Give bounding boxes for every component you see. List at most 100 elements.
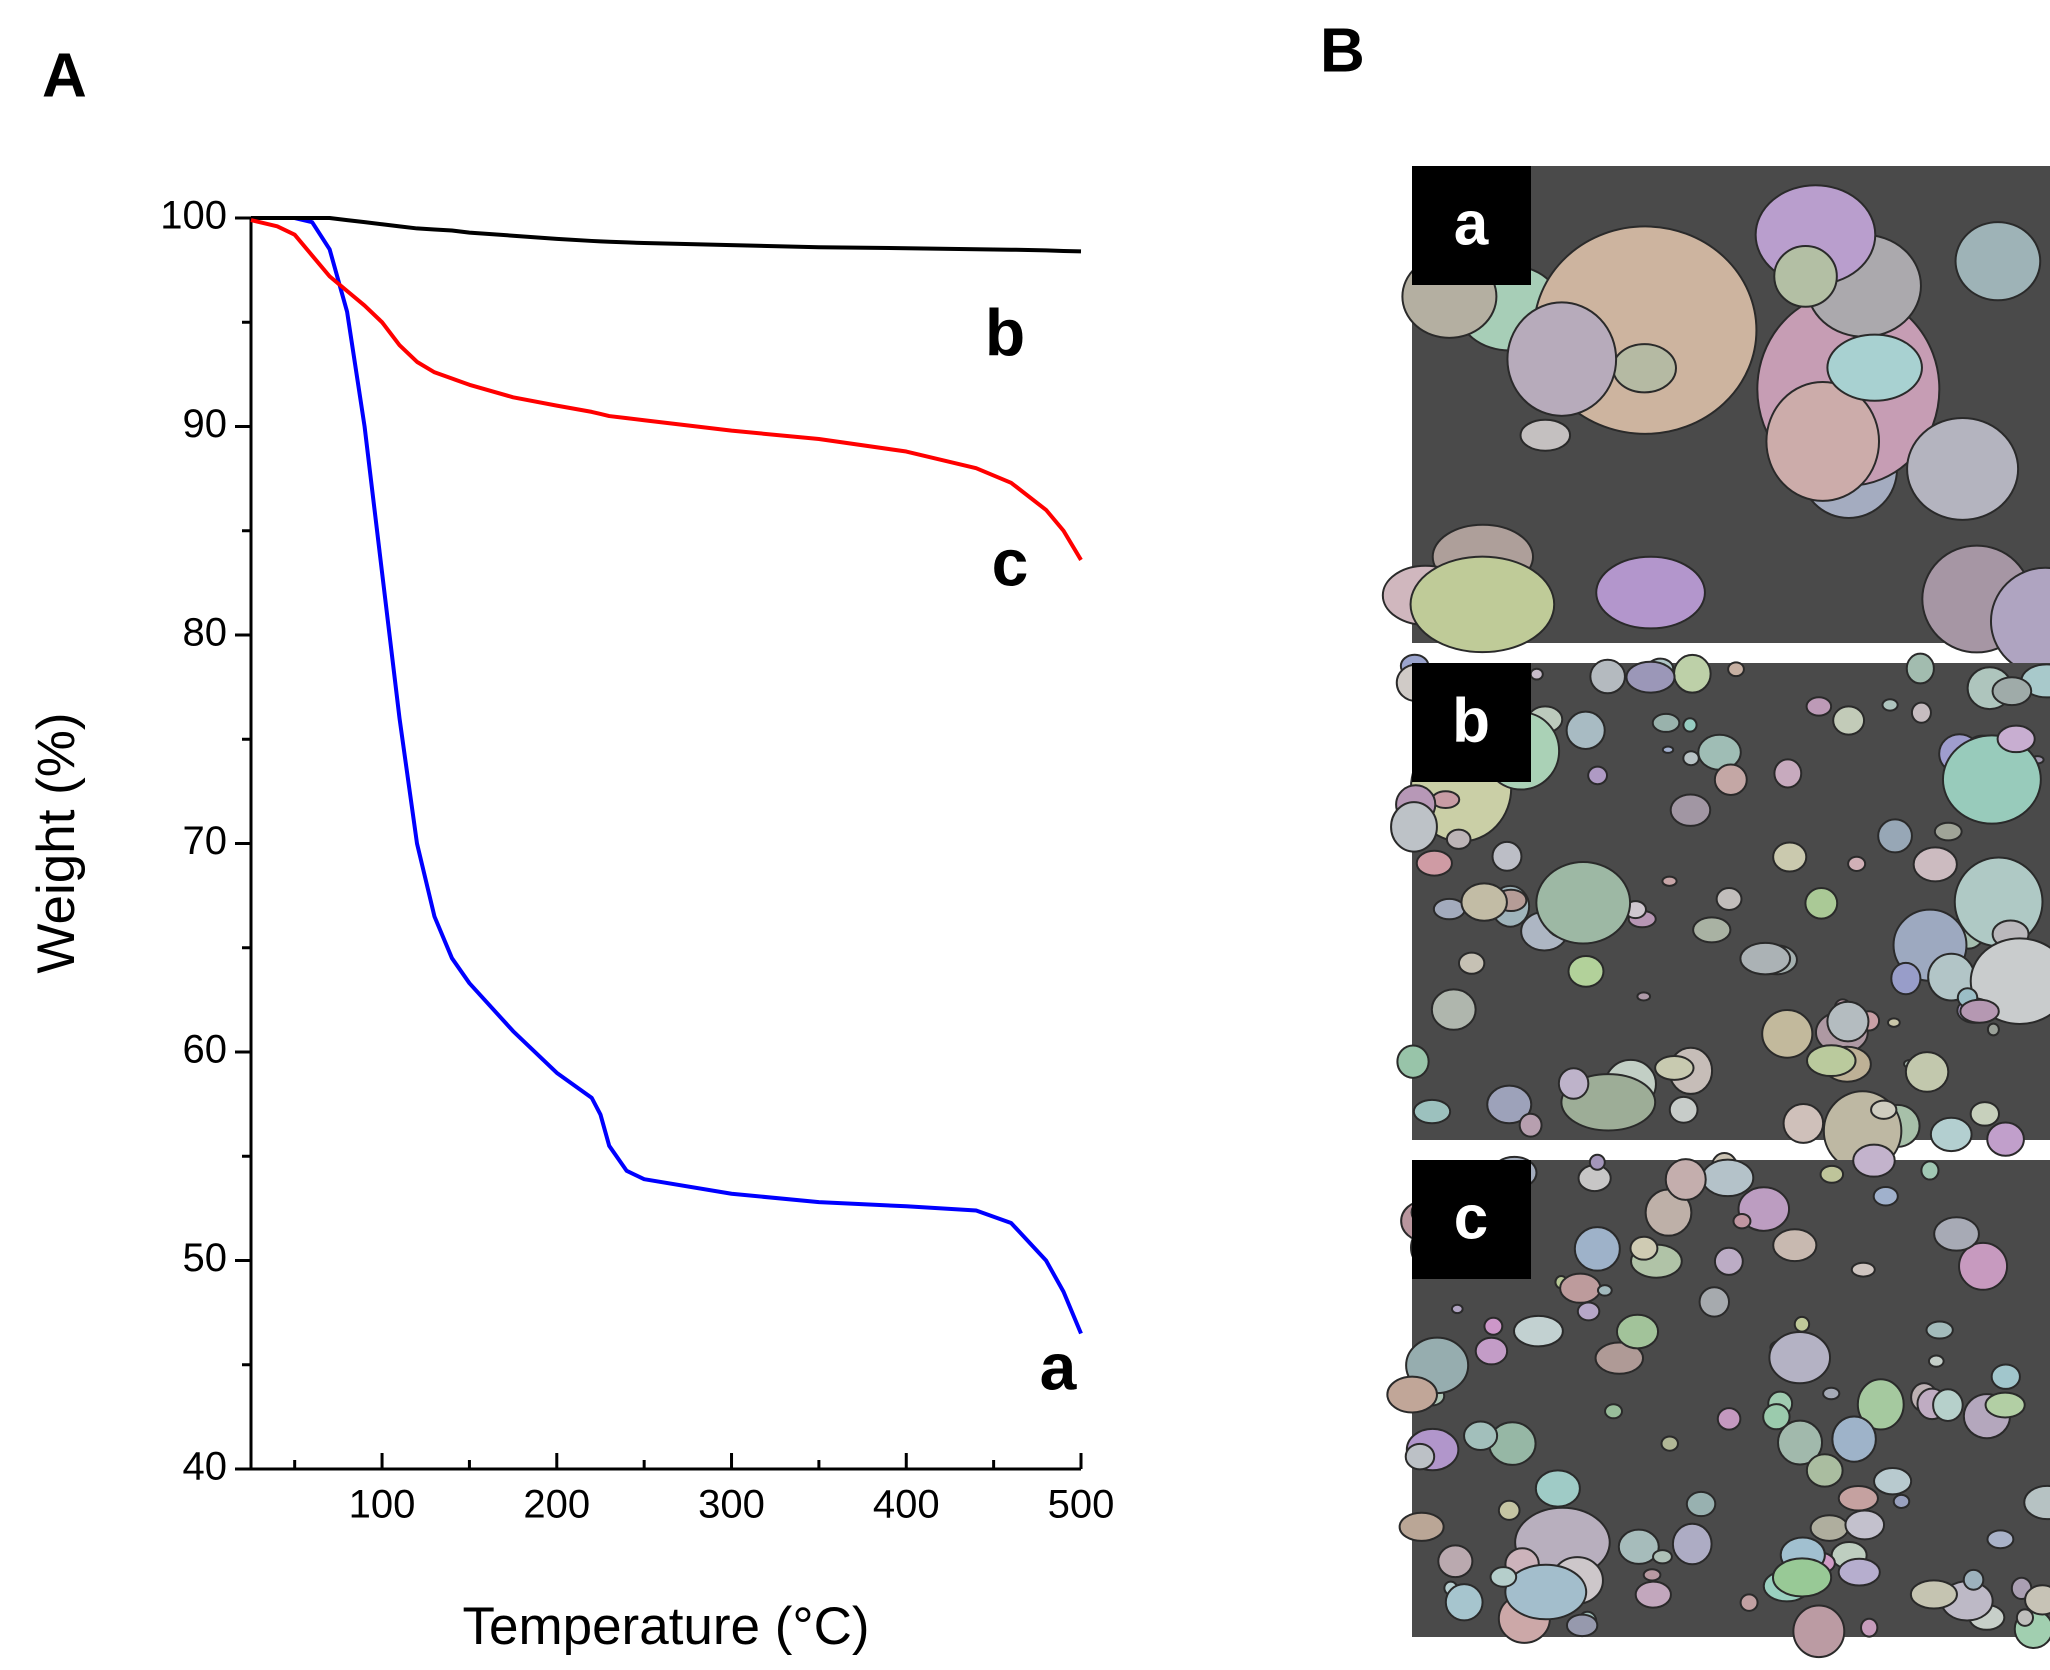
particle: [1777, 1419, 1824, 1466]
particle: [1565, 1613, 1599, 1638]
particle: [1504, 1563, 1588, 1621]
particle: [1682, 717, 1698, 733]
particle: [1831, 1415, 1877, 1463]
particle: [1512, 1314, 1564, 1348]
particle: [1877, 818, 1913, 854]
particle: [1990, 1363, 2021, 1390]
particle: [1483, 1316, 1504, 1336]
particle: [1925, 1320, 1954, 1340]
x-tick-label: 300: [698, 1483, 765, 1527]
particle: [1588, 1153, 1606, 1171]
particle: [1986, 1529, 2015, 1550]
particle: [1596, 1284, 1613, 1297]
particle: [1589, 658, 1626, 695]
particle: [1941, 734, 2042, 825]
particle: [1576, 1301, 1601, 1322]
particle: [1450, 1303, 1464, 1315]
particle: [1881, 698, 1899, 712]
particle: [1491, 840, 1523, 872]
particle: [1933, 1216, 1980, 1252]
particle: [1651, 712, 1681, 733]
particle: [1685, 1490, 1717, 1518]
particle: [1906, 417, 2020, 521]
curve-label: b: [985, 295, 1025, 369]
particle: [1654, 1055, 1695, 1081]
particle: [1873, 1467, 1913, 1496]
micrograph-label: b: [1452, 686, 1490, 755]
y-tick-label: 70: [183, 819, 228, 863]
particle: [1671, 1522, 1713, 1566]
particle: [1826, 1000, 1870, 1043]
particle: [1415, 849, 1453, 877]
particle: [1920, 1160, 1940, 1181]
particle: [1927, 1354, 1945, 1368]
particle: [1587, 765, 1609, 786]
particle: [1986, 1121, 2025, 1157]
particle: [1669, 793, 1712, 827]
particle: [1692, 916, 1732, 944]
particle: [1534, 1469, 1581, 1508]
particle: [1565, 710, 1606, 750]
micrograph-label-box: [1412, 663, 1531, 782]
particle: [1793, 1315, 1811, 1333]
particle: [1832, 705, 1866, 736]
particle: [1887, 1017, 1901, 1028]
y-tick-label: 50: [183, 1236, 228, 1280]
particle: [2015, 1608, 2035, 1627]
line-series: [251, 216, 1082, 254]
particle: [1762, 1403, 1791, 1431]
particle: [1782, 1102, 1825, 1144]
particle: [1984, 1391, 2026, 1419]
line-series: [251, 216, 1083, 1335]
particle: [1567, 955, 1605, 988]
particle: [1870, 1099, 1898, 1120]
particle: [1629, 1235, 1659, 1261]
particle: [1844, 1509, 1886, 1541]
particle: [1773, 758, 1803, 789]
particle: [2023, 1484, 2050, 1521]
particle: [1486, 1084, 1533, 1125]
particle: [1612, 343, 1677, 394]
particle: [1660, 1435, 1679, 1452]
x-tick-label: 200: [523, 1483, 590, 1527]
particle: [1617, 1528, 1660, 1565]
particle: [1837, 1485, 1879, 1512]
micrograph-label: c: [1454, 1183, 1488, 1252]
particle: [1773, 244, 1838, 308]
particle: [1792, 1604, 1846, 1659]
particle: [1437, 1544, 1474, 1579]
particle: [1954, 221, 2042, 302]
line-series: [250, 218, 1083, 561]
particle: [1958, 1241, 2009, 1291]
particle: [1768, 1331, 1832, 1385]
particle: [1716, 1407, 1742, 1431]
particle: [1398, 1511, 1445, 1542]
particle: [1701, 1158, 1755, 1198]
particle: [1739, 941, 1792, 976]
particle: [1698, 1286, 1731, 1318]
micrograph-label-box: [1412, 1160, 1531, 1279]
particle: [1826, 333, 1923, 402]
particle: [1904, 1051, 1950, 1093]
particle: [1664, 1158, 1707, 1201]
particle: [1837, 1557, 1881, 1587]
particle: [1969, 1101, 2001, 1127]
particle: [1625, 660, 1676, 694]
particle: [1682, 750, 1700, 767]
particle: [1991, 676, 2033, 707]
particle: [1444, 1583, 1484, 1622]
particle: [1732, 1212, 1752, 1230]
particle: [1892, 1493, 1911, 1509]
particle: [1872, 1186, 1899, 1207]
particle: [1404, 1442, 1436, 1471]
micrograph-label: a: [1454, 189, 1489, 258]
particle: [1929, 1116, 1973, 1153]
particle: [1519, 418, 1572, 452]
particle: [1804, 886, 1839, 920]
particle: [1959, 998, 2000, 1024]
particle: [1474, 1336, 1509, 1366]
particle: [1661, 745, 1675, 754]
particle: [1489, 1566, 1518, 1588]
y-tick-label: 100: [160, 194, 227, 238]
particle: [1739, 1593, 1759, 1612]
